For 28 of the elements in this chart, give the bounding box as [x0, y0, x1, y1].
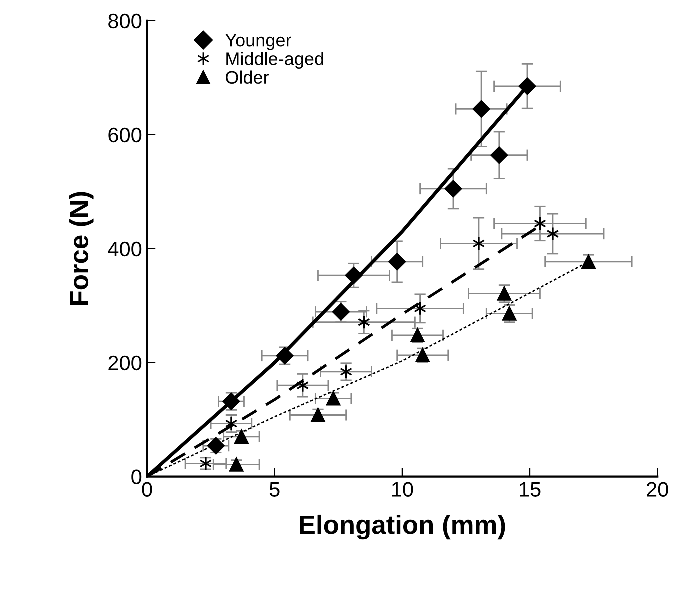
point [332, 303, 350, 321]
x-tick-label: 20 [647, 482, 668, 497]
point [518, 78, 536, 96]
point [296, 378, 310, 393]
point [388, 253, 406, 271]
point [490, 146, 508, 164]
legend-label: Younger [226, 34, 292, 50]
point [472, 100, 490, 118]
point [444, 180, 462, 198]
point [345, 266, 363, 284]
point [546, 226, 560, 242]
point [225, 416, 238, 431]
point [311, 408, 326, 422]
legend-label: Middle-aged [226, 52, 324, 69]
legend-label: Older [226, 70, 270, 84]
x-axis-title: Elongation (mm) [300, 514, 506, 540]
x-tick-label: 10 [392, 482, 414, 497]
y-tick-label: 200 [108, 356, 142, 371]
x-tick-label: 5 [270, 482, 280, 497]
x-tick-label: 15 [520, 482, 541, 497]
y-tick-label: 0 [132, 470, 142, 485]
point [229, 458, 244, 472]
point [472, 236, 486, 251]
x-tick-label: 0 [142, 482, 152, 497]
y-tick-label: 400 [108, 242, 142, 257]
y-axis-title: Force (N) [69, 192, 94, 305]
y-tick-label: 600 [108, 128, 142, 143]
y-tick-label: 800 [108, 14, 142, 29]
